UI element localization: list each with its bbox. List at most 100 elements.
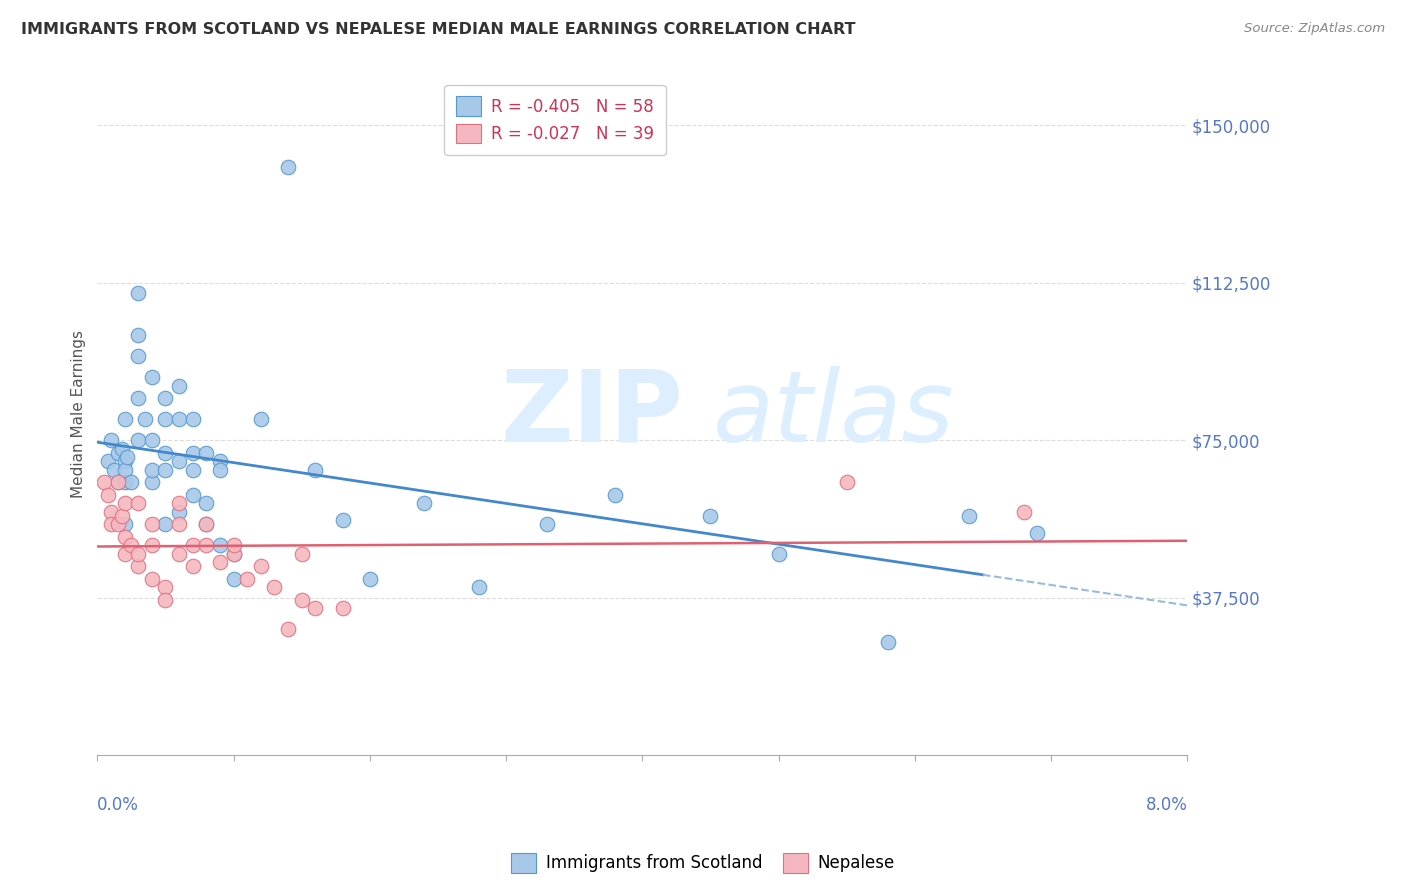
Text: atlas: atlas (713, 366, 955, 463)
Point (876, 635, 898, 649)
Point (222, 572, 245, 586)
Point (768, 547, 790, 561)
Point (195, 496, 218, 510)
Point (208, 538, 231, 552)
Point (195, 517, 218, 532)
Point (236, 572, 259, 586)
Point (167, 379, 190, 393)
Point (107, 446, 129, 460)
Point (181, 559, 204, 574)
Point (127, 286, 149, 301)
Point (111, 442, 134, 456)
Point (208, 555, 231, 569)
Point (114, 530, 136, 544)
Point (127, 559, 149, 574)
Point (155, 463, 177, 477)
Point (181, 463, 204, 477)
Point (120, 475, 142, 490)
Point (103, 463, 125, 477)
Point (114, 496, 136, 510)
Point (155, 446, 177, 460)
Point (1012, 505, 1035, 519)
Text: 0.0%: 0.0% (97, 797, 139, 814)
Point (359, 572, 381, 586)
Point (304, 601, 326, 615)
Point (413, 496, 436, 510)
Point (167, 412, 190, 426)
Point (277, 623, 299, 637)
Point (141, 517, 163, 532)
Point (97, 454, 120, 468)
Point (181, 488, 204, 502)
Text: ZIP: ZIP (501, 366, 683, 463)
Point (603, 488, 626, 502)
Point (141, 538, 163, 552)
Point (208, 454, 231, 468)
Point (222, 547, 245, 561)
Point (100, 434, 122, 448)
Point (1026, 525, 1049, 540)
Point (134, 412, 156, 426)
Legend: Immigrants from Scotland, Nepalese: Immigrants from Scotland, Nepalese (505, 847, 901, 880)
Y-axis label: Median Male Earnings: Median Male Earnings (72, 330, 86, 498)
Point (141, 475, 163, 490)
Point (114, 463, 136, 477)
Point (181, 538, 204, 552)
Point (107, 475, 129, 490)
Point (155, 593, 177, 607)
Point (97, 488, 120, 502)
Point (114, 517, 136, 532)
Point (277, 161, 299, 175)
Point (155, 392, 177, 406)
Point (835, 475, 858, 490)
Point (127, 392, 149, 406)
Text: Source: ZipAtlas.com: Source: ZipAtlas.com (1244, 22, 1385, 36)
Point (291, 547, 314, 561)
Point (155, 580, 177, 594)
Point (167, 505, 190, 519)
Point (114, 475, 136, 490)
Point (195, 446, 218, 460)
Point (181, 412, 204, 426)
Point (141, 463, 163, 477)
Point (93, 475, 115, 490)
Point (127, 496, 149, 510)
Point (167, 547, 190, 561)
Point (100, 517, 122, 532)
Point (114, 454, 136, 468)
Point (155, 517, 177, 532)
Point (114, 412, 136, 426)
Text: IMMIGRANTS FROM SCOTLAND VS NEPALESE MEDIAN MALE EARNINGS CORRELATION CHART: IMMIGRANTS FROM SCOTLAND VS NEPALESE MED… (21, 22, 856, 37)
Point (114, 547, 136, 561)
Point (208, 463, 231, 477)
Point (536, 517, 558, 532)
Point (291, 593, 314, 607)
Point (107, 517, 129, 532)
Point (222, 538, 245, 552)
Point (468, 580, 491, 594)
Point (141, 370, 163, 384)
Legend: R = -0.405   N = 58, R = -0.027   N = 39: R = -0.405 N = 58, R = -0.027 N = 39 (444, 85, 666, 155)
Point (167, 496, 190, 510)
Point (127, 328, 149, 343)
Point (100, 505, 122, 519)
Point (141, 434, 163, 448)
Point (127, 434, 149, 448)
Point (141, 572, 163, 586)
Point (699, 508, 721, 523)
Point (250, 412, 273, 426)
Point (167, 454, 190, 468)
Point (181, 446, 204, 460)
Point (111, 508, 134, 523)
Point (250, 559, 273, 574)
Point (222, 547, 245, 561)
Point (195, 538, 218, 552)
Point (127, 350, 149, 364)
Point (332, 601, 354, 615)
Point (167, 517, 190, 532)
Point (195, 517, 218, 532)
Text: 8.0%: 8.0% (1146, 797, 1187, 814)
Point (304, 463, 326, 477)
Point (155, 412, 177, 426)
Point (120, 538, 142, 552)
